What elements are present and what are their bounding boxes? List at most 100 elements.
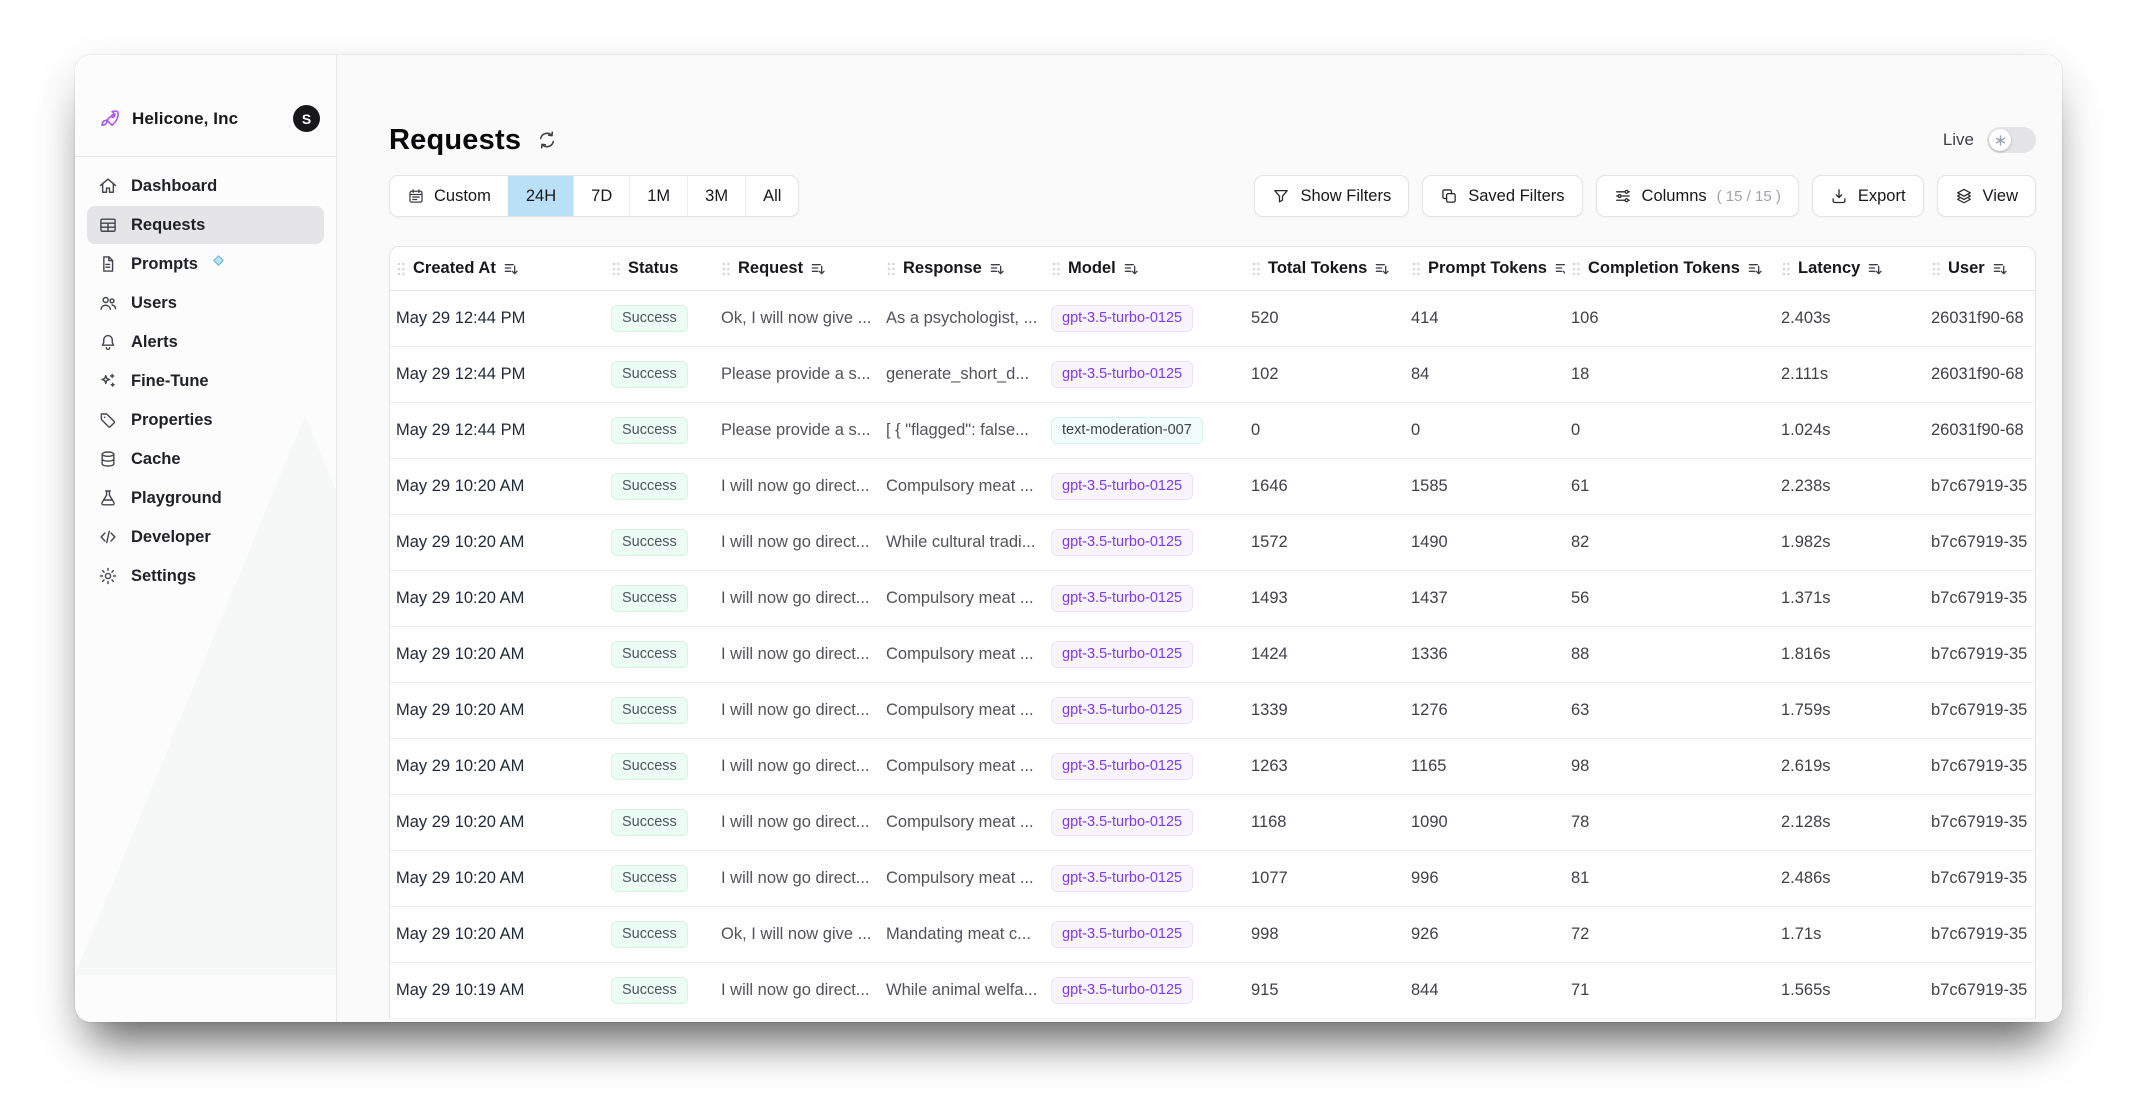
export-button[interactable]: Export bbox=[1811, 175, 1924, 217]
saved-filters-button[interactable]: Saved Filters bbox=[1422, 175, 1583, 217]
table-row[interactable]: May 29 10:20 AM Success I will now go di… bbox=[390, 459, 2035, 515]
sidebar-item-playground[interactable]: Playground bbox=[87, 479, 324, 517]
cell-model: gpt-3.5-turbo-0125 bbox=[1045, 976, 1245, 1005]
table-row[interactable]: May 29 10:20 AM Success I will now go di… bbox=[390, 851, 2035, 907]
column-header-status[interactable]: Status bbox=[605, 259, 715, 278]
column-header-total-tokens[interactable]: Total Tokens bbox=[1245, 259, 1405, 278]
cell-total-tokens: 520 bbox=[1251, 309, 1279, 327]
time-option-custom[interactable]: Custom bbox=[390, 176, 508, 216]
columns-button[interactable]: Columns ( 15 / 15 ) bbox=[1595, 175, 1799, 217]
cell-completion-tokens: 61 bbox=[1571, 477, 1590, 495]
time-option-7d[interactable]: 7D bbox=[573, 176, 629, 216]
time-option-3m[interactable]: 3M bbox=[687, 176, 745, 216]
model-badge: gpt-3.5-turbo-0125 bbox=[1051, 976, 1194, 1005]
org-switcher[interactable]: Helicone, Inc S bbox=[75, 55, 336, 156]
sort-icon[interactable] bbox=[503, 261, 519, 277]
sort-icon[interactable] bbox=[1374, 261, 1390, 277]
live-control: Live bbox=[1943, 127, 2036, 153]
table-row[interactable]: May 29 12:44 PM Success Please provide a… bbox=[390, 403, 2035, 459]
sort-icon[interactable] bbox=[1747, 261, 1763, 277]
cell-model: gpt-3.5-turbo-0125 bbox=[1045, 752, 1245, 781]
cell-created-at: May 29 10:20 AM bbox=[396, 813, 525, 831]
column-header-latency[interactable]: Latency bbox=[1775, 259, 1925, 278]
table-row[interactable]: May 29 12:44 PM Success Ok, I will now g… bbox=[390, 291, 2035, 347]
model-badge: text-moderation-007 bbox=[1051, 416, 1203, 445]
column-header-completion-tokens[interactable]: Completion Tokens bbox=[1565, 259, 1775, 278]
cell-created-at: May 29 10:20 AM bbox=[396, 869, 525, 887]
table-row[interactable]: May 29 10:20 AM Success I will now go di… bbox=[390, 627, 2035, 683]
cell-model: gpt-3.5-turbo-0125 bbox=[1045, 360, 1245, 389]
sidebar: Helicone, Inc S Dashboard Requests Promp… bbox=[75, 55, 337, 1022]
sort-icon[interactable] bbox=[1867, 261, 1883, 277]
cell-response: Compulsory meat ... bbox=[886, 701, 1034, 719]
column-header-label: Status bbox=[628, 259, 679, 277]
cell-created-at: May 29 12:44 PM bbox=[396, 421, 526, 439]
cell-request: I will now go direct... bbox=[721, 589, 870, 607]
column-header-user[interactable]: User bbox=[1925, 259, 2035, 278]
column-header-response[interactable]: Response bbox=[880, 259, 1045, 278]
cell-user: b7c67919-35 bbox=[1931, 533, 2028, 551]
refresh-icon[interactable] bbox=[536, 129, 558, 151]
cell-prompt-tokens: 926 bbox=[1411, 925, 1439, 943]
sidebar-item-users[interactable]: Users bbox=[87, 284, 324, 322]
table-row[interactable]: May 29 12:44 PM Success Please provide a… bbox=[390, 347, 2035, 403]
gear-icon bbox=[98, 566, 118, 586]
status-badge: Success bbox=[611, 304, 688, 333]
table-row[interactable]: May 29 10:20 AM Success I will now go di… bbox=[390, 571, 2035, 627]
sidebar-item-dashboard[interactable]: Dashboard bbox=[87, 167, 324, 205]
column-header-model[interactable]: Model bbox=[1045, 259, 1245, 278]
table-icon bbox=[98, 215, 118, 235]
column-header-request[interactable]: Request bbox=[715, 259, 880, 278]
cell-total-tokens: 915 bbox=[1251, 981, 1279, 999]
sidebar-item-prompts[interactable]: Prompts bbox=[87, 245, 324, 283]
cell-total-tokens: 1339 bbox=[1251, 701, 1288, 719]
cell-prompt-tokens: 1336 bbox=[1411, 645, 1448, 663]
show-filters-button[interactable]: Show Filters bbox=[1254, 175, 1410, 217]
cell-response: Compulsory meat ... bbox=[886, 477, 1034, 495]
beaker-icon bbox=[98, 488, 118, 508]
sidebar-divider bbox=[75, 156, 336, 157]
table-row[interactable]: May 29 10:20 AM Success I will now go di… bbox=[390, 683, 2035, 739]
cell-total-tokens: 1263 bbox=[1251, 757, 1288, 775]
sort-icon[interactable] bbox=[1123, 261, 1139, 277]
time-option-1m[interactable]: 1M bbox=[629, 176, 687, 216]
cell-latency: 2.238s bbox=[1781, 477, 1831, 495]
status-badge: Success bbox=[611, 472, 688, 501]
sidebar-item-alerts[interactable]: Alerts bbox=[87, 323, 324, 361]
table-row[interactable]: May 29 10:20 AM Success Ok, I will now g… bbox=[390, 907, 2035, 963]
time-filter: Custom 24H 7D 1M 3M All bbox=[389, 175, 800, 217]
column-header-created-at[interactable]: Created At bbox=[390, 259, 605, 278]
live-toggle[interactable] bbox=[1987, 127, 2036, 153]
cell-created-at: May 29 12:44 PM bbox=[396, 365, 526, 383]
view-button[interactable]: View bbox=[1936, 175, 2036, 217]
sidebar-item-cache[interactable]: Cache bbox=[87, 440, 324, 478]
table-row[interactable]: May 29 10:20 AM Success I will now go di… bbox=[390, 515, 2035, 571]
cell-created-at: May 29 10:20 AM bbox=[396, 645, 525, 663]
table-row[interactable]: May 29 10:19 AM Success I will now go di… bbox=[390, 963, 2035, 1019]
cell-created-at: May 29 10:20 AM bbox=[396, 925, 525, 943]
table-row[interactable]: May 29 10:20 AM Success I will now go di… bbox=[390, 795, 2035, 851]
cell-model: gpt-3.5-turbo-0125 bbox=[1045, 584, 1245, 613]
time-option-24h[interactable]: 24H bbox=[507, 176, 574, 216]
time-option-all[interactable]: All bbox=[745, 176, 798, 216]
cell-response: generate_short_d... bbox=[886, 365, 1030, 383]
sidebar-item-fine-tune[interactable]: Fine-Tune bbox=[87, 362, 324, 400]
sidebar-item-developer[interactable]: Developer bbox=[87, 518, 324, 556]
avatar[interactable]: S bbox=[293, 105, 320, 132]
table-body: May 29 12:44 PM Success Ok, I will now g… bbox=[390, 291, 2035, 1019]
drag-handle-icon bbox=[1931, 261, 1941, 277]
sort-icon[interactable] bbox=[1992, 261, 2008, 277]
cell-created-at: May 29 10:20 AM bbox=[396, 757, 525, 775]
sidebar-item-requests[interactable]: Requests bbox=[87, 206, 324, 244]
column-header-prompt-tokens[interactable]: Prompt Tokens bbox=[1405, 259, 1565, 278]
sort-icon[interactable] bbox=[810, 261, 826, 277]
drag-handle-icon bbox=[1051, 261, 1061, 277]
sort-icon[interactable] bbox=[1554, 261, 1565, 277]
sidebar-item-properties[interactable]: Properties bbox=[87, 401, 324, 439]
cell-response: Compulsory meat ... bbox=[886, 645, 1034, 663]
table-row[interactable]: May 29 10:20 AM Success I will now go di… bbox=[390, 739, 2035, 795]
cell-response: Mandating meat c... bbox=[886, 925, 1031, 943]
stack-icon bbox=[1955, 187, 1973, 205]
sidebar-item-settings[interactable]: Settings bbox=[87, 557, 324, 595]
sort-icon[interactable] bbox=[989, 261, 1005, 277]
